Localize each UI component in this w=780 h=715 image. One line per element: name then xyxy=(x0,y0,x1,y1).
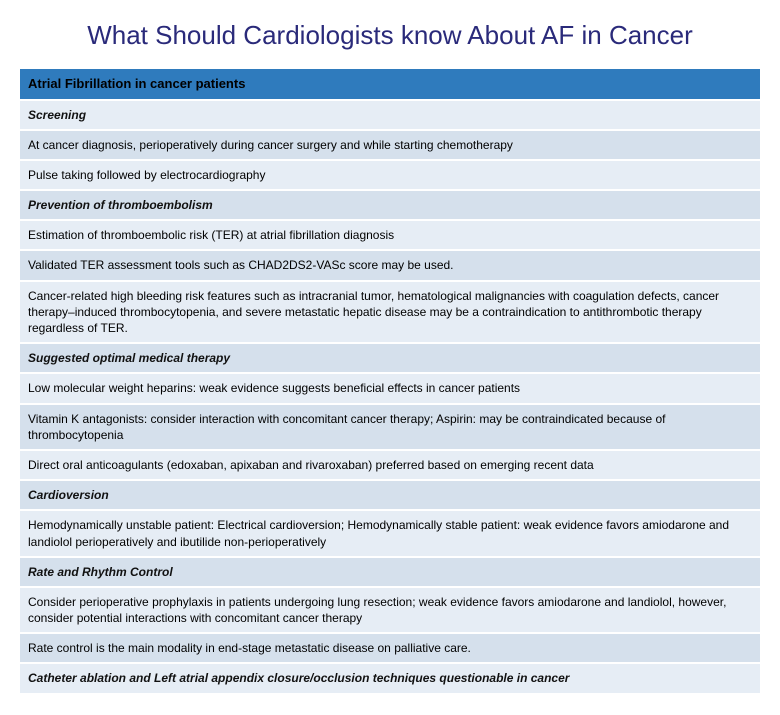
page-title: What Should Cardiologists know About AF … xyxy=(20,20,760,51)
section-heading: Cardioversion xyxy=(20,481,760,511)
table-row: At cancer diagnosis, perioperatively dur… xyxy=(20,131,760,161)
table-row: Estimation of thromboembolic risk (TER) … xyxy=(20,221,760,251)
table-body: ScreeningAt cancer diagnosis, perioperat… xyxy=(20,101,760,695)
section-heading: Screening xyxy=(20,101,760,131)
section-heading: Prevention of thromboembolism xyxy=(20,191,760,221)
table-row: Hemodynamically unstable patient: Electr… xyxy=(20,511,760,557)
table-row: Consider perioperative prophylaxis in pa… xyxy=(20,588,760,634)
table-row: Pulse taking followed by electrocardiogr… xyxy=(20,161,760,191)
table-row: Rate control is the main modality in end… xyxy=(20,634,760,664)
section-heading: Rate and Rhythm Control xyxy=(20,558,760,588)
table-row: Vitamin K antagonists: consider interact… xyxy=(20,405,760,451)
section-heading: Suggested optimal medical therapy xyxy=(20,344,760,374)
table-row: Cancer-related high bleeding risk featur… xyxy=(20,282,760,345)
table-row: Low molecular weight heparins: weak evid… xyxy=(20,374,760,404)
page-container: What Should Cardiologists know About AF … xyxy=(0,0,780,715)
section-heading: Catheter ablation and Left atrial append… xyxy=(20,664,760,694)
table-row: Validated TER assessment tools such as C… xyxy=(20,251,760,281)
table-header: Atrial Fibrillation in cancer patients xyxy=(20,69,760,101)
table-row: Direct oral anticoagulants (edoxaban, ap… xyxy=(20,451,760,481)
content-table: Atrial Fibrillation in cancer patients S… xyxy=(20,69,760,695)
